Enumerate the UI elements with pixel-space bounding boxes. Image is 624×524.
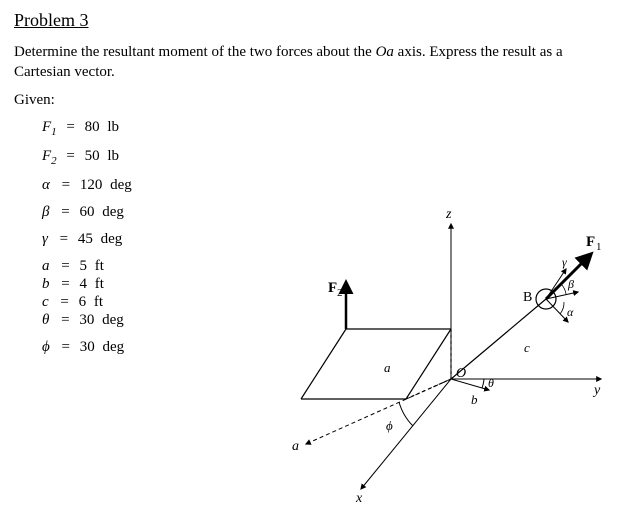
- label-y: y: [592, 383, 601, 398]
- val: 30: [79, 312, 94, 328]
- svg-text:F: F: [328, 280, 337, 296]
- arc-alpha: [560, 302, 564, 314]
- val: 60: [79, 204, 94, 220]
- sym: a: [42, 258, 50, 274]
- label-phi: ϕ: [386, 418, 393, 433]
- arc-phi: [399, 402, 413, 426]
- problem-statement: Determine the resultant moment of the tw…: [14, 43, 610, 82]
- unit: deg: [102, 339, 124, 355]
- eq: =: [62, 177, 70, 193]
- eq: =: [61, 312, 69, 328]
- svg-text:2: 2: [337, 287, 343, 299]
- sym: b: [42, 276, 50, 292]
- unit: ft: [94, 294, 103, 310]
- force-F1: [546, 254, 591, 299]
- problem-page: Problem 3 Determine the resultant moment…: [0, 0, 624, 524]
- eq: =: [61, 276, 69, 292]
- sym: F: [42, 148, 51, 164]
- label-F2: F 2: [328, 280, 343, 299]
- unit: deg: [102, 312, 124, 328]
- ray-alpha: [546, 299, 568, 322]
- axis-x: [361, 379, 451, 489]
- label-a-top: a: [384, 360, 391, 375]
- sym: c: [42, 294, 49, 310]
- sub: 1: [51, 126, 57, 138]
- eq: =: [61, 204, 69, 220]
- sym: γ: [42, 231, 48, 247]
- label-b: b: [471, 392, 478, 407]
- problem-title: Problem 3: [14, 10, 610, 31]
- val: 30: [80, 339, 95, 355]
- sym: θ: [42, 312, 49, 328]
- label-F1: F 1: [586, 234, 602, 253]
- label-a-axis: a: [292, 439, 299, 454]
- eq: =: [60, 294, 68, 310]
- arc-beta: [561, 284, 566, 294]
- val: 6: [79, 294, 87, 310]
- a-axis: [306, 379, 451, 444]
- val: 80: [85, 119, 100, 135]
- val: 45: [78, 231, 93, 247]
- val: 120: [80, 177, 103, 193]
- label-B: B: [523, 290, 532, 305]
- eq: =: [61, 258, 69, 274]
- val: 50: [85, 148, 100, 164]
- label-beta: β: [567, 277, 574, 291]
- sym: α: [42, 177, 50, 193]
- plate: [301, 329, 451, 399]
- sub: 2: [51, 155, 57, 167]
- svg-text:F: F: [586, 234, 595, 250]
- unit: ft: [95, 258, 104, 274]
- eq: =: [62, 339, 70, 355]
- figure-diagram: z y x a a ϕ F 2 O: [256, 204, 606, 504]
- given-row-F2: F2 = 50 lb: [42, 148, 610, 167]
- given-row-alpha: α = 120 deg: [42, 177, 610, 194]
- sym: ϕ: [42, 339, 50, 355]
- label-gamma-axis: γ: [562, 255, 567, 269]
- sym: F: [42, 119, 51, 135]
- unit: deg: [110, 177, 132, 193]
- unit: deg: [101, 231, 123, 247]
- statement-axis: Oa: [376, 44, 394, 60]
- val: 4: [79, 276, 87, 292]
- label-x: x: [355, 491, 363, 504]
- eq: =: [66, 148, 74, 164]
- arc-theta: [482, 379, 484, 388]
- val: 5: [79, 258, 87, 274]
- eq: =: [60, 231, 68, 247]
- svg-text:1: 1: [596, 241, 602, 253]
- segment-c: [451, 299, 546, 379]
- label-theta: θ: [488, 376, 494, 390]
- sym: β: [42, 204, 49, 220]
- unit: ft: [95, 276, 104, 292]
- label-z: z: [445, 207, 452, 222]
- eq: =: [66, 119, 74, 135]
- unit: lb: [107, 148, 119, 164]
- statement-pre: Determine the resultant moment of the tw…: [14, 44, 376, 60]
- label-c: c: [524, 340, 530, 355]
- unit: deg: [102, 204, 124, 220]
- given-row-F1: F1 = 80 lb: [42, 119, 610, 138]
- given-label: Given:: [14, 92, 610, 109]
- unit: lb: [107, 119, 119, 135]
- label-alpha: α: [567, 305, 574, 319]
